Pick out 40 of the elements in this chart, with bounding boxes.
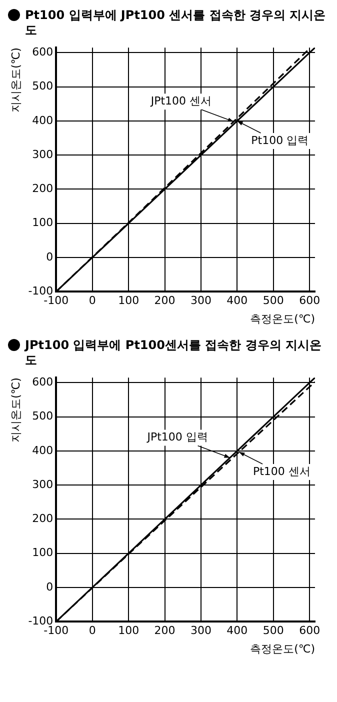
y-tick-label: 400 <box>32 114 54 127</box>
y-axis-title: 지시온도(℃) <box>9 48 22 113</box>
x-tick-label: 600 <box>299 294 320 308</box>
y-tick-label: 600 <box>32 376 54 389</box>
x-tick-label: 300 <box>190 294 212 308</box>
x-tick-label: 400 <box>226 624 248 638</box>
y-tick-label: 300 <box>32 478 54 491</box>
x-tick-label: 100 <box>118 624 140 638</box>
annotation: Pt100 센서 <box>252 464 310 478</box>
y-tick-label: 0 <box>46 580 54 594</box>
annotation: JPt100 센서 <box>150 94 212 108</box>
x-tick-label: 200 <box>154 624 176 638</box>
x-tick-label: 0 <box>88 624 96 638</box>
y-tick-label: 500 <box>32 410 54 423</box>
x-tick-label: 200 <box>154 294 176 308</box>
y-tick-label: 500 <box>32 80 54 93</box>
y-tick-label: -100 <box>28 284 54 298</box>
x-tick-label: 100 <box>118 294 140 308</box>
chart-title: Pt100 입력부에 JPt100 센서를 접속한 경우의 지시온도 <box>25 8 327 38</box>
annotation: Pt100 입력 <box>251 134 309 147</box>
x-tick-label: 0 <box>88 294 96 308</box>
y-tick-label: 400 <box>32 444 54 457</box>
chart-title: JPt100 입력부에 Pt100센서를 접속한 경우의 지시온도 <box>25 338 323 368</box>
y-tick-label: 300 <box>32 148 54 161</box>
y-tick-label: 100 <box>32 216 54 230</box>
y-tick-label: 600 <box>32 46 54 59</box>
x-tick-label: 600 <box>299 624 320 638</box>
x-axis-title: 측정온도(℃) <box>250 642 315 656</box>
x-tick-label: 400 <box>226 294 248 308</box>
y-tick-label: 0 <box>46 250 54 264</box>
y-tick-label: -100 <box>28 614 54 628</box>
x-tick-label: 500 <box>262 294 284 308</box>
x-tick-label: 500 <box>262 624 284 638</box>
y-axis-title: 지시온도(℃) <box>9 378 22 443</box>
y-tick-label: 200 <box>32 182 54 196</box>
y-tick-label: 200 <box>32 512 54 526</box>
annotation: JPt100 입력 <box>146 430 208 444</box>
x-tick-label: 300 <box>190 624 212 638</box>
y-tick-label: 100 <box>32 546 54 560</box>
x-axis-title: 측정온도(℃) <box>250 312 315 326</box>
